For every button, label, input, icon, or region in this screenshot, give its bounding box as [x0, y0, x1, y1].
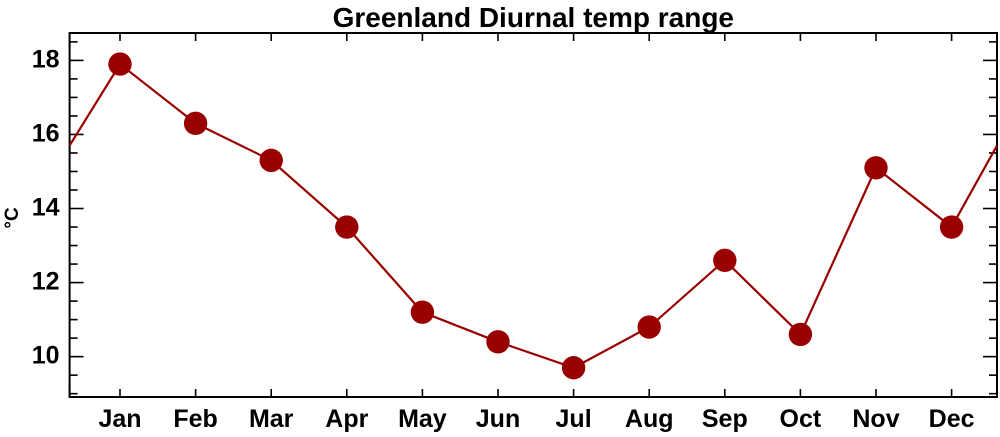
svg-text:Oct: Oct — [780, 405, 822, 432]
svg-text:Apr: Apr — [325, 405, 368, 432]
svg-text:Jun: Jun — [476, 405, 520, 432]
svg-text:Feb: Feb — [173, 405, 217, 432]
svg-text:Sep: Sep — [702, 405, 748, 432]
svg-text:Jul: Jul — [556, 405, 592, 432]
svg-text:10: 10 — [32, 342, 60, 370]
svg-text:May: May — [398, 405, 447, 432]
svg-text:Dec: Dec — [929, 405, 975, 432]
svg-text:Mar: Mar — [249, 405, 294, 432]
svg-text:Aug: Aug — [625, 405, 674, 432]
svg-text:°C: °C — [2, 207, 23, 229]
svg-text:18: 18 — [32, 45, 60, 73]
svg-text:Jan: Jan — [98, 405, 141, 432]
svg-text:14: 14 — [32, 194, 60, 222]
svg-text:12: 12 — [32, 268, 60, 296]
svg-text:Nov: Nov — [852, 405, 899, 432]
svg-text:16: 16 — [32, 119, 60, 147]
